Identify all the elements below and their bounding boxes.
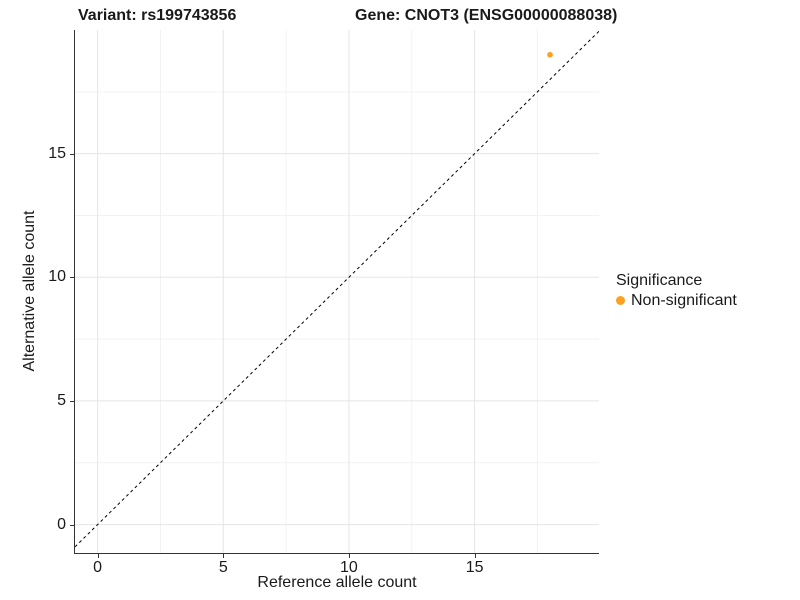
y-tick-label: 10	[48, 268, 66, 286]
y-tick-label: 15	[48, 144, 66, 162]
legend-point-icon	[616, 296, 625, 305]
x-tick-mark	[97, 554, 99, 558]
plot-title-variant: Variant: rs199743856	[78, 7, 237, 24]
plot-title-gene: Gene: CNOT3 (ENSG00000088038)	[355, 7, 618, 24]
x-tick-mark	[348, 554, 350, 558]
plot-panel	[74, 30, 599, 554]
y-tick-mark	[70, 277, 74, 279]
data-point	[547, 51, 553, 58]
y-tick-mark	[70, 153, 74, 155]
x-tick-mark	[223, 554, 225, 558]
y-axis-title: Alternative allele count	[21, 210, 38, 372]
legend: Significance Non-significant	[616, 271, 737, 310]
y-tick-mark	[70, 524, 74, 526]
y-tick-label: 5	[57, 391, 66, 409]
x-tick-mark	[474, 554, 476, 558]
x-axis-title: Reference allele count	[257, 574, 417, 591]
legend-item: Non-significant	[616, 291, 737, 310]
y-tick-mark	[70, 400, 74, 402]
x-tick-label: 5	[218, 559, 228, 576]
legend-items: Non-significant	[616, 291, 737, 310]
legend-title: Significance	[616, 272, 703, 289]
identity-line	[75, 30, 599, 548]
x-tick-label: 0	[93, 559, 103, 576]
x-tick-label: 10	[340, 559, 358, 576]
plot-canvas	[75, 30, 599, 553]
x-tick-label: 15	[465, 559, 484, 576]
y-tick-label: 0	[57, 515, 66, 533]
legend-item-label: Non-significant	[631, 292, 737, 309]
